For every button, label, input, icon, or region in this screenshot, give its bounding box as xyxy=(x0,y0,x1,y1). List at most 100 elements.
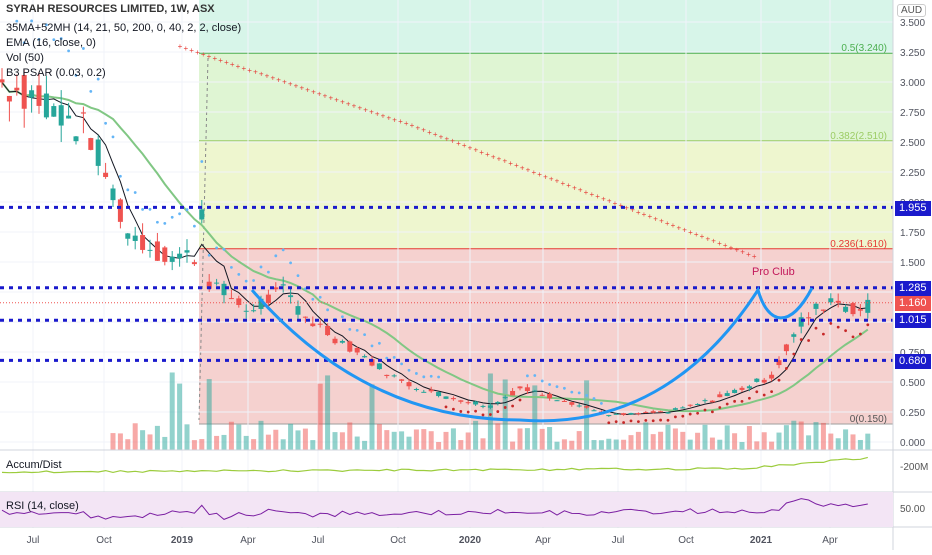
psar-dot xyxy=(844,329,847,333)
candle-body xyxy=(221,283,227,296)
ma200-marker: + xyxy=(363,105,368,114)
psar-dots: + + + + + + + + + + + + + + + + + + + + + + + + + + + + + + + + + + + + + + + +… xyxy=(15,19,870,425)
volume-bar xyxy=(317,383,323,450)
volume-bar xyxy=(221,434,227,450)
psar-dot xyxy=(104,121,107,125)
indicator-legend-3[interactable]: Vol (50) xyxy=(6,52,44,64)
psar-dot xyxy=(466,410,470,414)
ma200-marker: + xyxy=(566,181,571,190)
ma200-marker: + xyxy=(456,139,461,148)
candle-body xyxy=(813,303,819,309)
ma200-marker: + xyxy=(584,188,589,197)
ma200-marker: + xyxy=(682,226,687,235)
ma200-marker: + xyxy=(207,52,212,61)
psar-dot xyxy=(22,41,26,45)
fibonacci-zones xyxy=(198,0,893,425)
candle-body xyxy=(384,374,390,376)
candle-body xyxy=(214,282,220,284)
psar-dot xyxy=(148,207,152,211)
time-tick-label: Jul xyxy=(312,535,325,546)
candle-body xyxy=(110,188,116,201)
ma200-marker: + xyxy=(508,159,513,168)
volume-bar xyxy=(724,425,730,450)
volume-bar xyxy=(732,433,738,450)
candle-body xyxy=(421,391,427,393)
ma200-marker: + xyxy=(473,146,478,155)
psar-dot xyxy=(807,339,810,342)
candle-body xyxy=(428,389,434,392)
volume-bar xyxy=(635,431,641,450)
psar-dot xyxy=(703,408,707,412)
candle-body xyxy=(332,338,338,344)
volume-bar xyxy=(547,427,553,450)
candle-body xyxy=(43,93,49,118)
ma200-marker: + xyxy=(218,56,223,65)
candle-body xyxy=(288,295,294,298)
candle-body xyxy=(746,386,752,389)
psar-dot xyxy=(526,374,529,378)
volume-bar xyxy=(680,431,686,450)
volume-bar xyxy=(421,429,427,450)
volume-bar xyxy=(206,379,212,450)
volume-bar xyxy=(702,424,708,450)
indicator-legend-4[interactable]: B3 PSAR (0.03, 0.2) xyxy=(6,67,106,79)
price-tick-label: 2.500 xyxy=(900,138,925,149)
fib-zone xyxy=(199,53,893,141)
candle-body xyxy=(339,340,345,343)
volume-bar xyxy=(354,436,360,450)
volume-bar xyxy=(236,424,242,450)
candle-body xyxy=(51,106,57,117)
candle-body xyxy=(739,387,745,390)
ma200-marker: + xyxy=(398,117,403,126)
volume-bar xyxy=(251,439,257,450)
price-tick-label: 3.500 xyxy=(900,18,925,29)
volume-bar xyxy=(169,372,175,450)
ma200-marker: + xyxy=(462,141,467,150)
psar-dot xyxy=(318,295,322,299)
psar-dot xyxy=(89,89,93,93)
volume-bar xyxy=(384,430,390,450)
candle-body xyxy=(265,294,271,304)
candle-body xyxy=(820,309,826,311)
indicator-legend-2[interactable]: EMA (16, close, 0) xyxy=(6,37,96,49)
candle-body xyxy=(576,405,582,407)
psar-dot xyxy=(718,406,722,409)
volume-bar xyxy=(302,428,308,450)
volume-bar xyxy=(754,441,760,450)
indicator-legend-1[interactable]: 35MA+52MH (14, 21, 50, 200, 0, 40, 2, 2,… xyxy=(6,22,242,34)
sub-panes xyxy=(0,456,893,527)
candle-body xyxy=(621,413,627,415)
volume-bar xyxy=(510,441,516,450)
ma200-marker: + xyxy=(421,126,426,135)
ma200-marker: + xyxy=(381,111,386,120)
ma50-line xyxy=(1,81,869,413)
psar-dot xyxy=(836,325,840,329)
fib-zone xyxy=(199,0,893,54)
ma200-marker: + xyxy=(642,210,647,219)
candle-body xyxy=(347,341,353,352)
ma200-marker: + xyxy=(444,135,449,144)
psar-dot xyxy=(681,414,685,418)
candle-body xyxy=(154,241,160,261)
psar-dot xyxy=(141,207,145,211)
psar-dot xyxy=(459,410,463,413)
volume-bar xyxy=(569,440,575,450)
ma200-marker: + xyxy=(740,248,745,257)
ma200-marker: + xyxy=(230,60,235,69)
candle-body xyxy=(206,281,212,289)
chart-title: SYRAH RESOURCES LIMITED, 1W, ASX xyxy=(6,3,215,15)
psar-dot xyxy=(585,394,588,397)
currency-badge[interactable]: AUD xyxy=(897,4,927,17)
volume-bar xyxy=(295,430,301,450)
candle-body xyxy=(495,401,501,404)
ma200-marker: + xyxy=(671,221,676,230)
volume-bar xyxy=(665,424,671,450)
volume-bar xyxy=(428,431,434,450)
volume-bar xyxy=(865,433,871,450)
volume-bar xyxy=(443,431,449,450)
psar-dot xyxy=(163,222,167,225)
ma200-marker: + xyxy=(404,119,409,128)
candle-body xyxy=(317,323,323,325)
ma200-marker: + xyxy=(328,93,333,102)
